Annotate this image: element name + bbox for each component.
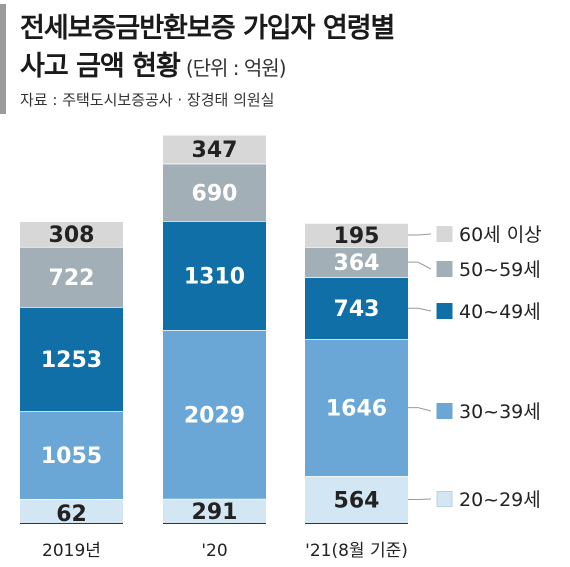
x-tick-label: 2019년 — [42, 541, 101, 561]
bar-segment-3-1 — [20, 306, 123, 412]
legend-connector — [408, 307, 432, 312]
bar-segment-2-1 — [20, 411, 123, 499]
legend-connector — [408, 407, 432, 412]
bar-segment-3-3 — [305, 277, 408, 340]
data-label: 347 — [192, 138, 238, 163]
bar-segment-4-2 — [163, 163, 266, 221]
data-label: 690 — [192, 181, 238, 206]
legend-connector — [408, 498, 432, 501]
data-label: 722 — [49, 266, 95, 291]
data-label: 1253 — [41, 348, 102, 373]
data-label: 1646 — [326, 397, 387, 422]
legend-swatch — [436, 226, 453, 242]
legend-connector — [408, 261, 432, 270]
legend-label: 60세 이상 — [459, 224, 542, 246]
data-label: 291 — [192, 500, 238, 525]
source-note: 자료 : 주택도시보증공사 · 장경태 의원실 — [20, 91, 275, 109]
data-label: 2029 — [184, 403, 245, 428]
legend-swatch — [436, 261, 453, 277]
legend-label: 30~39세 — [459, 401, 541, 423]
legend-label: 20~29세 — [459, 489, 541, 511]
data-label: 308 — [49, 223, 95, 248]
bar-segment-5-3 — [305, 223, 408, 248]
bar-segment-2-2 — [163, 329, 266, 499]
data-label: 743 — [334, 297, 380, 322]
chart-header: 전세보증금반환보증 가입자 연령별 사고 금액 현황 (단위 : 억원) 자료 :… — [0, 0, 570, 118]
chart-title-text: 사고 금액 현황 — [20, 51, 181, 82]
data-label: 1310 — [184, 264, 245, 289]
legend-label: 40~49세 — [459, 301, 541, 323]
chart-title-line2: 사고 금액 현황 (단위 : 억원) — [20, 44, 287, 83]
x-tick-label: '20 — [201, 541, 227, 561]
bar-segment-1-2 — [163, 498, 266, 523]
x-axis: 2019년 '20 '21(8월 기준) — [20, 523, 408, 561]
title-accent-bar — [0, 4, 6, 114]
bar-segment-5-2 — [163, 134, 266, 164]
bar-segment-1-3 — [305, 476, 408, 523]
bar-segment-4-1 — [20, 246, 123, 307]
legend-connector — [408, 233, 432, 236]
bars-layer: 62 1055 1253 722 308 291 2029 1310 690 347 564 1646… — [20, 133, 408, 527]
legend-swatch — [436, 403, 453, 419]
unit-label: (단위 : 억원) — [185, 56, 287, 80]
data-label: 564 — [334, 489, 380, 514]
bar-segment-3-2 — [163, 220, 266, 330]
legend-label: 50~59세 — [459, 259, 541, 281]
legend-swatch — [436, 491, 453, 507]
legend: 20~29세 30~39세 40~49세 50~59세 60세 이상 — [408, 224, 542, 511]
data-label: 364 — [334, 251, 380, 276]
bar-segment-5-1 — [20, 221, 123, 247]
bar-segment-1-1 — [20, 499, 123, 523]
data-label: 62 — [56, 502, 87, 527]
legend-swatch — [436, 303, 453, 319]
bar-segment-4-3 — [305, 247, 408, 278]
bar-segment-2-3 — [305, 339, 408, 477]
x-tick-label: '21(8월 기준) — [305, 541, 408, 561]
data-label: 195 — [334, 224, 380, 249]
data-label: 1055 — [41, 444, 102, 469]
chart-title-line1: 전세보증금반환보증 가입자 연령별 — [20, 13, 395, 44]
